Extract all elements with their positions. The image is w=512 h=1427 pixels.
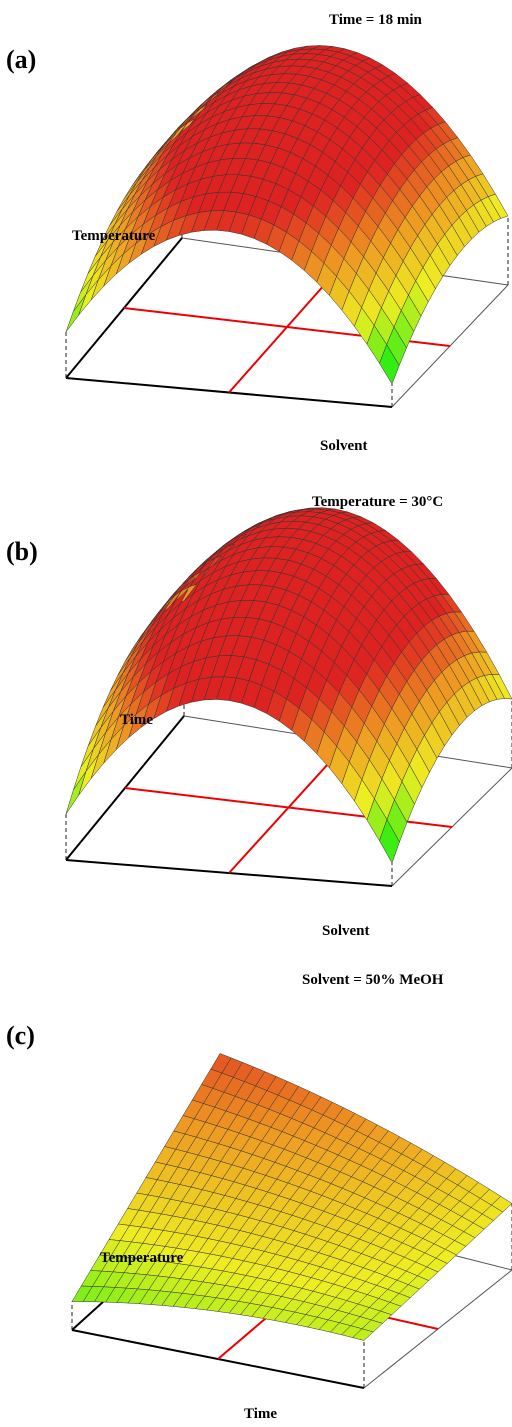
- panel-letter-a: (a): [6, 45, 36, 74]
- response-surface-a: [65, 45, 509, 385]
- surface-cell: [352, 1328, 374, 1341]
- surface-plot-b: Temperature = 30°C (b) Time Solvent: [6, 494, 512, 939]
- condition-label-a: Time = 18 min: [329, 12, 423, 28]
- axis-label-time-b: Time: [120, 712, 153, 728]
- surface-plot-c: Solvent = 50% MeOH (c) Temperature Time: [6, 972, 512, 1422]
- panel-b: Temperature = 30°C (b) Time Solvent: [0, 470, 512, 940]
- axis-label-temperature-c: Temperature: [100, 1250, 184, 1266]
- response-surface-b: [65, 507, 512, 864]
- surface-plot-a: Time = 18 min (a) Temperature Solvent: [6, 12, 509, 454]
- surface-cell: [379, 818, 400, 864]
- axis-label-solvent-b: Solvent: [322, 923, 370, 939]
- axis-label-temperature-a: Temperature: [72, 228, 156, 244]
- axis-label-time-c: Time: [244, 1406, 277, 1422]
- axis-label-solvent-a: Solvent: [320, 438, 368, 454]
- condition-label-c: Solvent = 50% MeOH: [302, 972, 444, 988]
- panel-a: Time = 18 min (a) Temperature Solvent: [0, 0, 512, 470]
- surface-cell: [65, 771, 87, 815]
- surface-cell: [65, 294, 87, 333]
- panel-letter-c: (c): [6, 1021, 35, 1050]
- panel-c: Solvent = 50% MeOH (c) Temperature Time: [0, 940, 512, 1427]
- condition-label-b: Temperature = 30°C: [312, 494, 443, 510]
- panel-letter-b: (b): [6, 537, 38, 566]
- surface-cell: [379, 344, 400, 385]
- response-surface-c: [71, 1053, 512, 1341]
